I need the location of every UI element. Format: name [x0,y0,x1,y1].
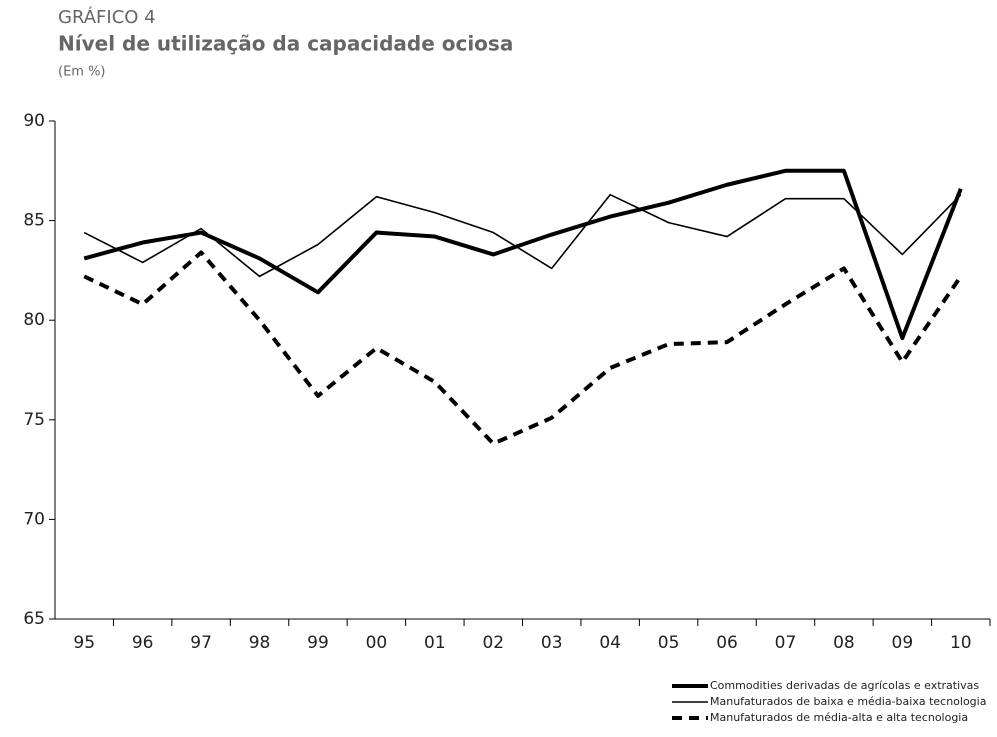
chart-title: Nível de utilização da capacidade ociosa [58,32,513,56]
legend-label: Commodities derivadas de agrícolas e ext… [710,679,979,692]
x-tick-label: 04 [599,633,621,653]
x-tick-label: 10 [950,633,972,653]
x-tick-label: 02 [482,633,504,653]
x-tick-label: 98 [249,633,271,653]
x-tick-label: 08 [833,633,855,653]
x-tick-label: 06 [716,633,738,653]
y-tick-label: 70 [23,509,45,529]
chart-kicker: GRÁFICO 4 [58,6,156,28]
x-tick-label: 96 [132,633,154,653]
y-tick-label: 80 [23,310,45,330]
x-tick-label: 97 [190,633,212,653]
x-tick-label: 99 [307,633,329,653]
legend-label: Manufaturados de média-alta e alta tecno… [710,711,968,724]
x-tick-label: 03 [541,633,563,653]
series-line [83,193,962,278]
y-tick-label: 75 [23,410,45,430]
legend-label: Manufaturados de baixa e média-baixa tec… [710,695,986,708]
y-tick-label: 85 [23,211,45,231]
x-tick-label: 09 [892,633,914,653]
x-tick-label: 00 [366,633,388,653]
x-tick-label: 07 [775,633,797,653]
series-line [83,250,963,446]
series-line [83,168,963,341]
y-tick-label: 90 [23,111,45,131]
x-tick-label: 01 [424,633,446,653]
y-tick-label: 65 [23,609,45,629]
x-tick-label: 95 [73,633,95,653]
x-tick-label: 05 [658,633,680,653]
chart-subtitle: (Em %) [58,65,106,80]
